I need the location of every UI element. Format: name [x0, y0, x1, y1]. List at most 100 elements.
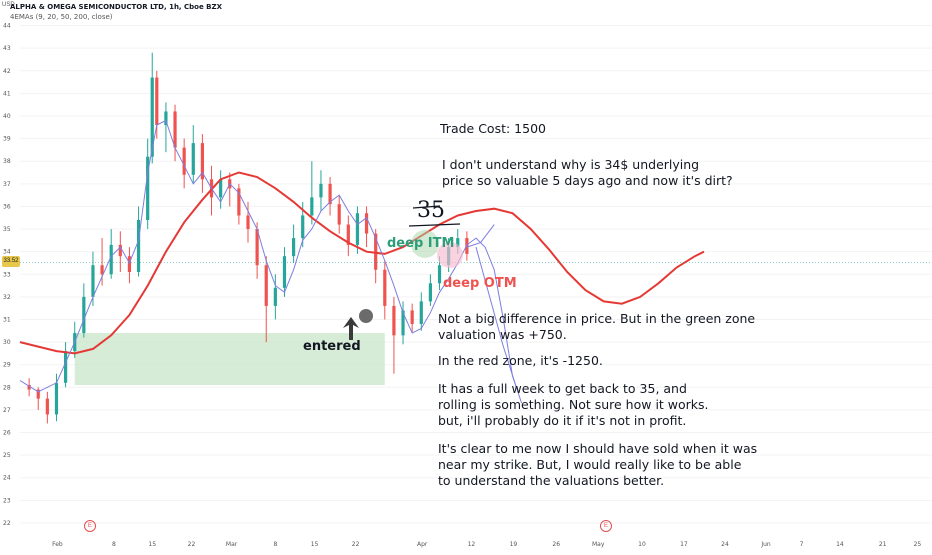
- candle-body: [437, 265, 442, 284]
- question-line-2: price so valuable 5 days ago and now it'…: [442, 173, 733, 188]
- projection-down-line: [475, 246, 518, 390]
- candle-body: [273, 287, 277, 306]
- x-tick-label: 17: [680, 541, 688, 548]
- currency-label: USD: [2, 2, 15, 8]
- candle-body: [45, 398, 49, 415]
- candle-body: [109, 244, 113, 275]
- x-tick-label: 15: [148, 541, 156, 548]
- question-note: I don't understand why is 34$ underlying…: [442, 157, 733, 189]
- candle-body: [36, 389, 40, 399]
- candle-body: [419, 301, 423, 324]
- candle-body: [136, 220, 141, 272]
- x-tick-label: 14: [836, 541, 844, 548]
- earnings-event-icon[interactable]: E: [84, 520, 96, 532]
- conclusion-line-1: It's clear to me now I should have sold …: [438, 441, 758, 456]
- candle-body: [200, 143, 204, 180]
- candle-body: [310, 197, 314, 216]
- x-tick-label: 8: [273, 541, 277, 548]
- x-axis: Feb 8 15 22 Mar 8 15 22 Apr 12 19 26 May 10 17 24 Jun 7 14…: [52, 541, 921, 548]
- candle-body: [91, 265, 95, 297]
- y-tick-label: 22: [3, 520, 11, 527]
- y-tick-label: 25: [3, 452, 11, 459]
- candle-body: [82, 296, 86, 334]
- x-tick-label: 22: [352, 541, 360, 548]
- handwritten-35: 35: [417, 198, 445, 223]
- x-tick-label: 19: [510, 541, 518, 548]
- grid: [20, 25, 932, 524]
- strike-underline: [408, 223, 461, 227]
- y-tick-label: 28: [3, 384, 11, 391]
- y-tick-label: 31: [3, 316, 11, 323]
- candle-body: [355, 213, 360, 245]
- earnings-event-icon[interactable]: E: [600, 520, 612, 532]
- x-tick-label: Feb: [52, 541, 63, 548]
- y-tick-label: 34: [3, 249, 11, 256]
- candle-body: [173, 111, 177, 148]
- candle-body: [191, 143, 195, 175]
- y-tick-label: 32: [3, 294, 11, 301]
- difference-line-1: Not a big difference in price. But in th…: [438, 311, 756, 326]
- conclusion-note: It's clear to me now I should have sold …: [438, 441, 757, 489]
- candle-body: [282, 256, 287, 288]
- candle-body: [27, 385, 31, 390]
- y-tick-label: 35: [3, 226, 11, 233]
- candle-body: [246, 215, 250, 230]
- candle-body: [401, 310, 405, 336]
- candle-body: [64, 351, 68, 383]
- x-tick-label: May: [592, 541, 605, 548]
- itm-highlight: [411, 230, 439, 258]
- candle-body: [301, 215, 305, 239]
- ema-line: [19, 119, 523, 404]
- x-tick-label: Apr: [417, 541, 428, 548]
- candle-body: [374, 233, 378, 270]
- candle-body: [328, 183, 332, 205]
- x-tick-label: Jun: [760, 541, 771, 548]
- candle-body: [392, 305, 396, 336]
- x-tick-label: 15: [311, 541, 319, 548]
- candle-body: [155, 77, 159, 126]
- candle-body: [146, 156, 150, 220]
- y-tick-label: 24: [3, 475, 11, 482]
- x-tick-label: 24: [721, 541, 729, 548]
- candle-body: [127, 256, 132, 272]
- conclusion-line-3: to understand the valuations better.: [438, 473, 665, 488]
- candle-body: [118, 244, 122, 257]
- ema-line: [19, 171, 705, 355]
- y-tick-label: 36: [3, 203, 11, 210]
- rolling-line-2: rolling is something. Not sure how it wo…: [438, 397, 709, 412]
- conclusion-line-2: near my strike. But, I would really like…: [438, 457, 742, 472]
- candle-body: [428, 283, 432, 302]
- candle-body: [364, 213, 369, 234]
- rolling-line-3: but, i'll probably do it if it's not in …: [438, 413, 687, 428]
- indicator-label[interactable]: 4EMAs (9, 20, 50, 200, close): [10, 13, 113, 21]
- deep-otm-label: deep OTM: [443, 276, 517, 291]
- y-tick-label: 23: [3, 497, 11, 504]
- projection-up-line: [466, 224, 495, 248]
- y-tick-label: 43: [3, 45, 11, 52]
- candle-body: [337, 204, 341, 225]
- candle-body: [255, 229, 259, 266]
- candle-body: [219, 179, 223, 198]
- trade-cost-note: Trade Cost: 1500: [440, 121, 546, 136]
- strike-overline: [412, 205, 441, 209]
- annotation-marks: [20, 205, 932, 390]
- candle-body: [346, 224, 350, 245]
- x-tick-label: 25: [914, 541, 922, 548]
- rolling-note: It has a full week to get back to 35, an…: [438, 381, 709, 429]
- ema-lines: [19, 119, 705, 404]
- difference-note: Not a big difference in price. But in th…: [438, 311, 755, 343]
- y-tick-label: 41: [3, 90, 11, 97]
- x-tick-label: 21: [879, 541, 887, 548]
- difference-line-2: valuation was +750.: [438, 327, 567, 342]
- symbol-title[interactable]: ALPHA & OMEGA SEMICONDUCTOR LTD, 1h, Cbo…: [10, 3, 222, 11]
- x-tick-label: 22: [188, 541, 196, 548]
- x-tick-label: 12: [468, 541, 476, 548]
- y-tick-label: 29: [3, 362, 11, 369]
- question-line-1: I don't understand why is 34$ underlying: [442, 157, 700, 172]
- candle-body: [164, 111, 168, 126]
- x-tick-label: 8: [112, 541, 116, 548]
- y-tick-label: 42: [3, 68, 11, 75]
- last-price-badge: 33.52: [2, 256, 20, 267]
